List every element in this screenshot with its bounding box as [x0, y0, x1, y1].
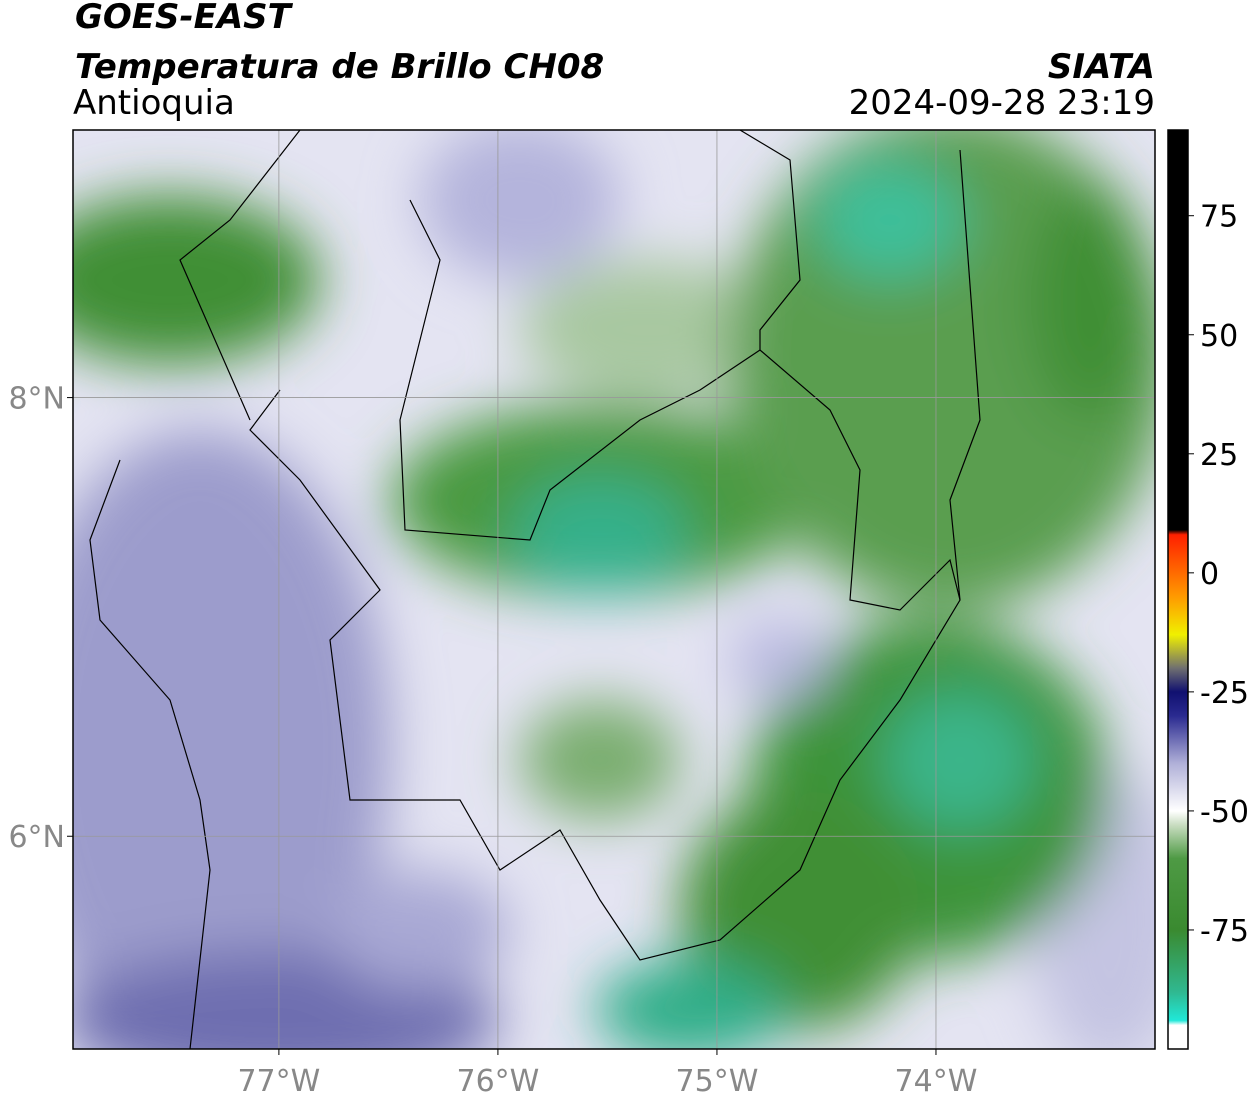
colorbar-tick-label: 75: [1200, 200, 1238, 235]
title: GOES-EAST: [75, 0, 294, 37]
x-tick-label: 77°W: [237, 1064, 320, 1099]
organization: SIATA: [1048, 47, 1155, 87]
colorbar-tick-label: -25: [1200, 676, 1249, 711]
y-tick-label: 8°N: [8, 382, 65, 417]
grid: [73, 130, 1155, 1049]
timestamp: 2024-09-28 23:19: [849, 83, 1155, 123]
map-frame: [72, 129, 1156, 1050]
colorbar-tick-label: 50: [1200, 319, 1238, 354]
x-tick-label: 75°W: [676, 1064, 759, 1099]
region: Antioquia: [73, 83, 235, 123]
colorbar: [1167, 129, 1189, 1050]
colorbar-tick-label: 0: [1200, 557, 1219, 592]
x-tick-label: 76°W: [456, 1064, 539, 1099]
colorbar-tick-label: -50: [1200, 795, 1249, 830]
y-tick-label: 6°N: [8, 820, 65, 855]
x-tick-label: 74°W: [895, 1064, 978, 1099]
subtitle: Temperatura de Brillo CH08: [75, 47, 604, 87]
colorbar-tick-label: 25: [1200, 438, 1238, 473]
satellite-image: [73, 130, 1155, 1049]
colorbar-tick-label: -75: [1200, 914, 1249, 949]
